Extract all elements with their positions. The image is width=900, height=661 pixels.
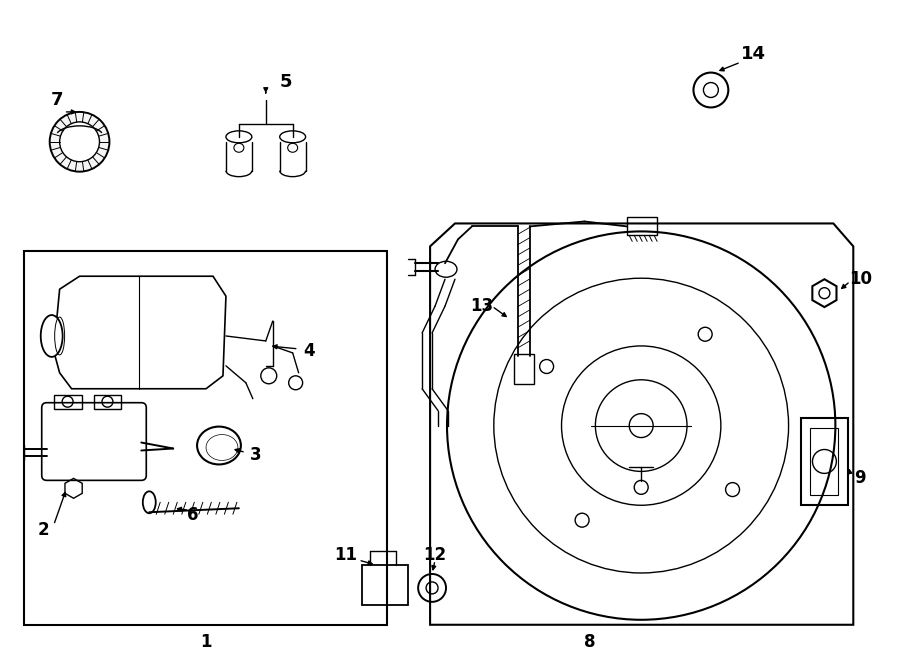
Bar bbox=[54, 395, 82, 408]
Circle shape bbox=[725, 483, 740, 496]
Text: 11: 11 bbox=[334, 546, 357, 564]
Circle shape bbox=[59, 122, 100, 162]
Bar bbox=[800, 418, 849, 505]
Ellipse shape bbox=[435, 261, 457, 277]
Circle shape bbox=[634, 481, 648, 494]
Bar bbox=[94, 395, 122, 408]
Circle shape bbox=[698, 327, 712, 341]
Text: 1: 1 bbox=[201, 633, 212, 650]
Ellipse shape bbox=[206, 434, 238, 461]
Text: 5: 5 bbox=[279, 73, 292, 91]
Text: 10: 10 bbox=[849, 270, 872, 288]
Text: 4: 4 bbox=[302, 342, 314, 360]
Bar bbox=[811, 428, 839, 495]
Bar bbox=[514, 354, 534, 384]
Text: 9: 9 bbox=[854, 469, 866, 487]
Text: 13: 13 bbox=[471, 297, 493, 315]
Text: 6: 6 bbox=[187, 506, 199, 524]
Circle shape bbox=[50, 112, 110, 172]
Text: 8: 8 bbox=[584, 633, 595, 650]
Bar bbox=[23, 251, 387, 625]
Text: 2: 2 bbox=[38, 521, 50, 539]
Bar bbox=[363, 565, 409, 605]
Text: 3: 3 bbox=[250, 446, 262, 465]
Ellipse shape bbox=[40, 315, 63, 357]
Text: 14: 14 bbox=[742, 45, 766, 63]
Text: 12: 12 bbox=[424, 546, 446, 564]
Circle shape bbox=[629, 414, 653, 438]
Text: 7: 7 bbox=[50, 91, 63, 109]
Circle shape bbox=[540, 360, 554, 373]
Bar bbox=[627, 217, 657, 235]
Circle shape bbox=[575, 513, 590, 527]
